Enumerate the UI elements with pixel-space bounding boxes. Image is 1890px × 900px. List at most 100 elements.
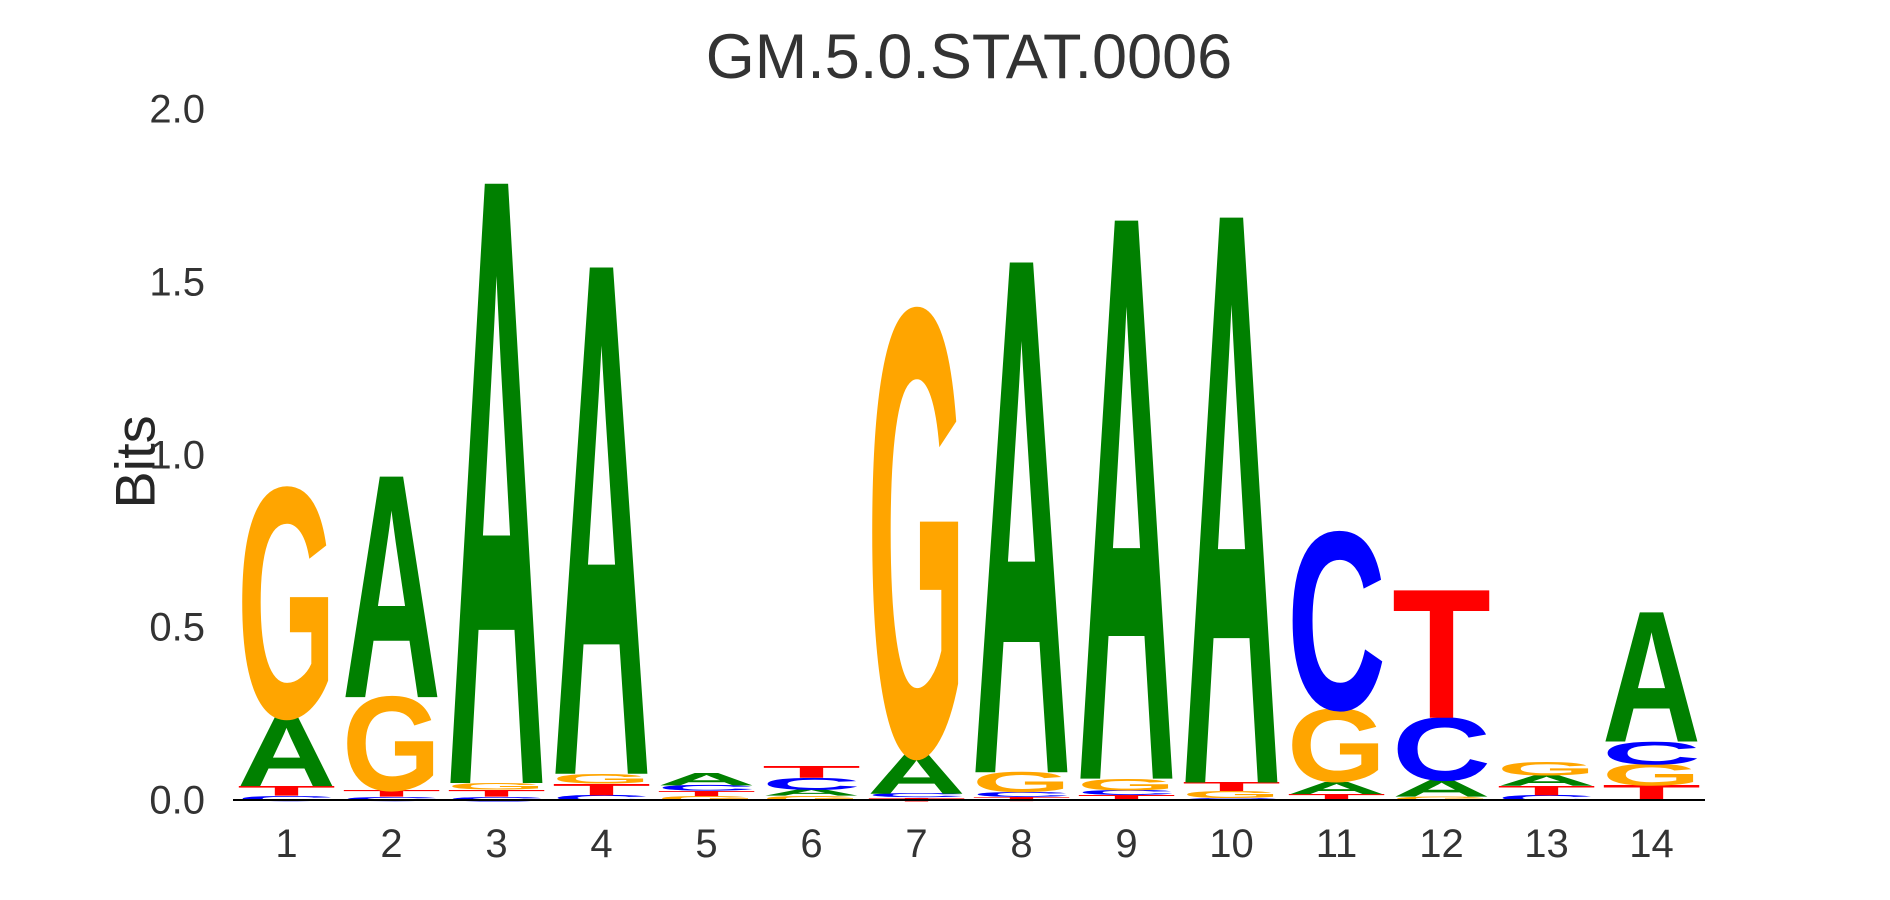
logo-letter-A-pos-10: A	[1182, 40, 1281, 900]
x-tick-label: 13	[1524, 822, 1569, 866]
logo-letter-A-pos-2: A	[342, 408, 441, 766]
logo-letter-C-pos-12: C	[1392, 699, 1491, 800]
logo-letter-T-pos-12: T	[1392, 552, 1491, 758]
logo-letter-T-pos-11: T	[1287, 792, 1386, 803]
svg-text:T: T	[1497, 783, 1596, 798]
logo-letter-C-pos-3: C	[447, 795, 546, 802]
svg-text:C: C	[972, 790, 1071, 798]
y-tick-label: 0.0	[149, 778, 205, 823]
svg-text:C: C	[1602, 734, 1701, 771]
svg-text:A: A	[237, 697, 336, 809]
svg-text:G: G	[342, 669, 441, 820]
svg-text:G: G	[1392, 796, 1491, 803]
x-tick-label: 1	[275, 822, 298, 866]
svg-text:A: A	[867, 742, 966, 806]
logo-letter-T-pos-1: T	[237, 783, 336, 799]
logo-letter-G-pos-11: G	[1287, 687, 1386, 804]
svg-text:C: C	[1497, 793, 1596, 803]
svg-text:T: T	[552, 780, 651, 798]
svg-text:A: A	[1602, 571, 1701, 781]
svg-text:T: T	[1287, 792, 1386, 803]
svg-text:C: C	[1287, 480, 1386, 765]
x-tick-label: 3	[485, 822, 508, 866]
logo-letter-A-pos-9: A	[1077, 46, 1176, 900]
svg-text:A: A	[342, 408, 441, 766]
logo-letter-G-pos-9: G	[1077, 775, 1176, 794]
logo-letter-G-pos-5: G	[657, 794, 756, 802]
logo-letter-G-pos-8: G	[972, 766, 1071, 798]
logo-letter-G-pos-4: G	[552, 771, 651, 787]
logo-letter-G-pos-12: G	[1392, 796, 1491, 803]
logo-letter-A-pos-4: A	[552, 110, 651, 900]
svg-text:T: T	[1182, 780, 1281, 795]
svg-text:T: T	[342, 788, 441, 799]
svg-text:A: A	[552, 110, 651, 900]
svg-text:T: T	[447, 788, 546, 799]
logo-letter-C-pos-6: C	[762, 774, 861, 793]
svg-text:T: T	[657, 789, 756, 797]
logo-letter-C-pos-11: C	[1287, 480, 1386, 765]
x-tick-label: 6	[800, 822, 823, 866]
logo-letter-T-pos-8: T	[972, 796, 1071, 803]
logo-letter-G-pos-3: G	[447, 781, 546, 792]
logo-letter-A-pos-11: A	[1287, 779, 1386, 798]
svg-text:A: A	[447, 0, 546, 900]
svg-text:G: G	[447, 781, 546, 792]
logo-letter-A-pos-13: A	[1497, 772, 1596, 789]
svg-text:G: G	[237, 418, 336, 788]
logo-letter-G-pos-1: G	[237, 418, 336, 788]
svg-text:A: A	[1497, 772, 1596, 789]
svg-text:G: G	[762, 794, 861, 802]
svg-text:C: C	[762, 774, 861, 793]
y-tick-label: 1.5	[149, 260, 205, 305]
x-tick-label: 12	[1419, 822, 1464, 866]
x-tick-label: 5	[695, 822, 718, 866]
svg-text:C: C	[552, 793, 651, 803]
logo-letter-T-pos-10: T	[1182, 780, 1281, 795]
logo-letter-T-pos-9: T	[1077, 793, 1176, 803]
logo-letter-A-pos-1: A	[237, 697, 336, 809]
svg-text:G: G	[1182, 789, 1281, 800]
svg-text:C: C	[237, 794, 336, 802]
svg-text:G: G	[972, 766, 1071, 798]
logo-letter-T-pos-14: T	[1602, 781, 1701, 806]
svg-text:A: A	[1182, 40, 1281, 900]
x-tick-label: 9	[1115, 822, 1138, 866]
logo-letter-A-pos-14: A	[1602, 571, 1701, 781]
x-tick-label: 8	[1010, 822, 1033, 866]
svg-text:A: A	[1077, 46, 1176, 900]
svg-text:C: C	[342, 796, 441, 803]
logo-letter-C-pos-9: C	[1077, 789, 1176, 797]
logo-letter-C-pos-14: C	[1602, 734, 1701, 771]
y-tick-label: 0.5	[149, 605, 205, 650]
x-tick-label: 4	[590, 822, 613, 866]
x-axis-line	[233, 799, 1705, 801]
svg-text:G: G	[552, 771, 651, 787]
svg-text:G: G	[867, 175, 966, 891]
logo-letter-C-pos-1: C	[237, 794, 336, 802]
svg-text:T: T	[1077, 793, 1176, 803]
svg-text:G: G	[657, 794, 756, 802]
svg-text:T: T	[1602, 781, 1701, 806]
svg-text:T: T	[237, 783, 336, 799]
svg-text:T: T	[1392, 552, 1491, 758]
logo-letter-A-pos-5: A	[657, 769, 756, 789]
chart-title: GM.5.0.STAT.0006	[705, 22, 1233, 92]
y-tick-label: 1.0	[149, 433, 205, 478]
logo-letter-T-pos-3: T	[447, 788, 546, 799]
svg-text:C: C	[1392, 699, 1491, 800]
y-tick-label: 2.0	[149, 87, 205, 132]
svg-text:C: C	[447, 795, 546, 802]
x-tick-label: 2	[380, 822, 403, 866]
svg-text:A: A	[657, 769, 756, 789]
logo-letter-C-pos-8: C	[972, 790, 1071, 798]
svg-text:T: T	[972, 796, 1071, 803]
logo-letter-G-pos-7: G	[867, 175, 966, 891]
logo-letter-C-pos-4: C	[552, 793, 651, 803]
x-tick-label: 11	[1315, 822, 1358, 866]
svg-text:A: A	[972, 102, 1071, 900]
logo-letter-T-pos-4: T	[552, 780, 651, 798]
logo-letter-A-pos-7: A	[867, 742, 966, 806]
x-tick-label: 14	[1629, 822, 1674, 866]
